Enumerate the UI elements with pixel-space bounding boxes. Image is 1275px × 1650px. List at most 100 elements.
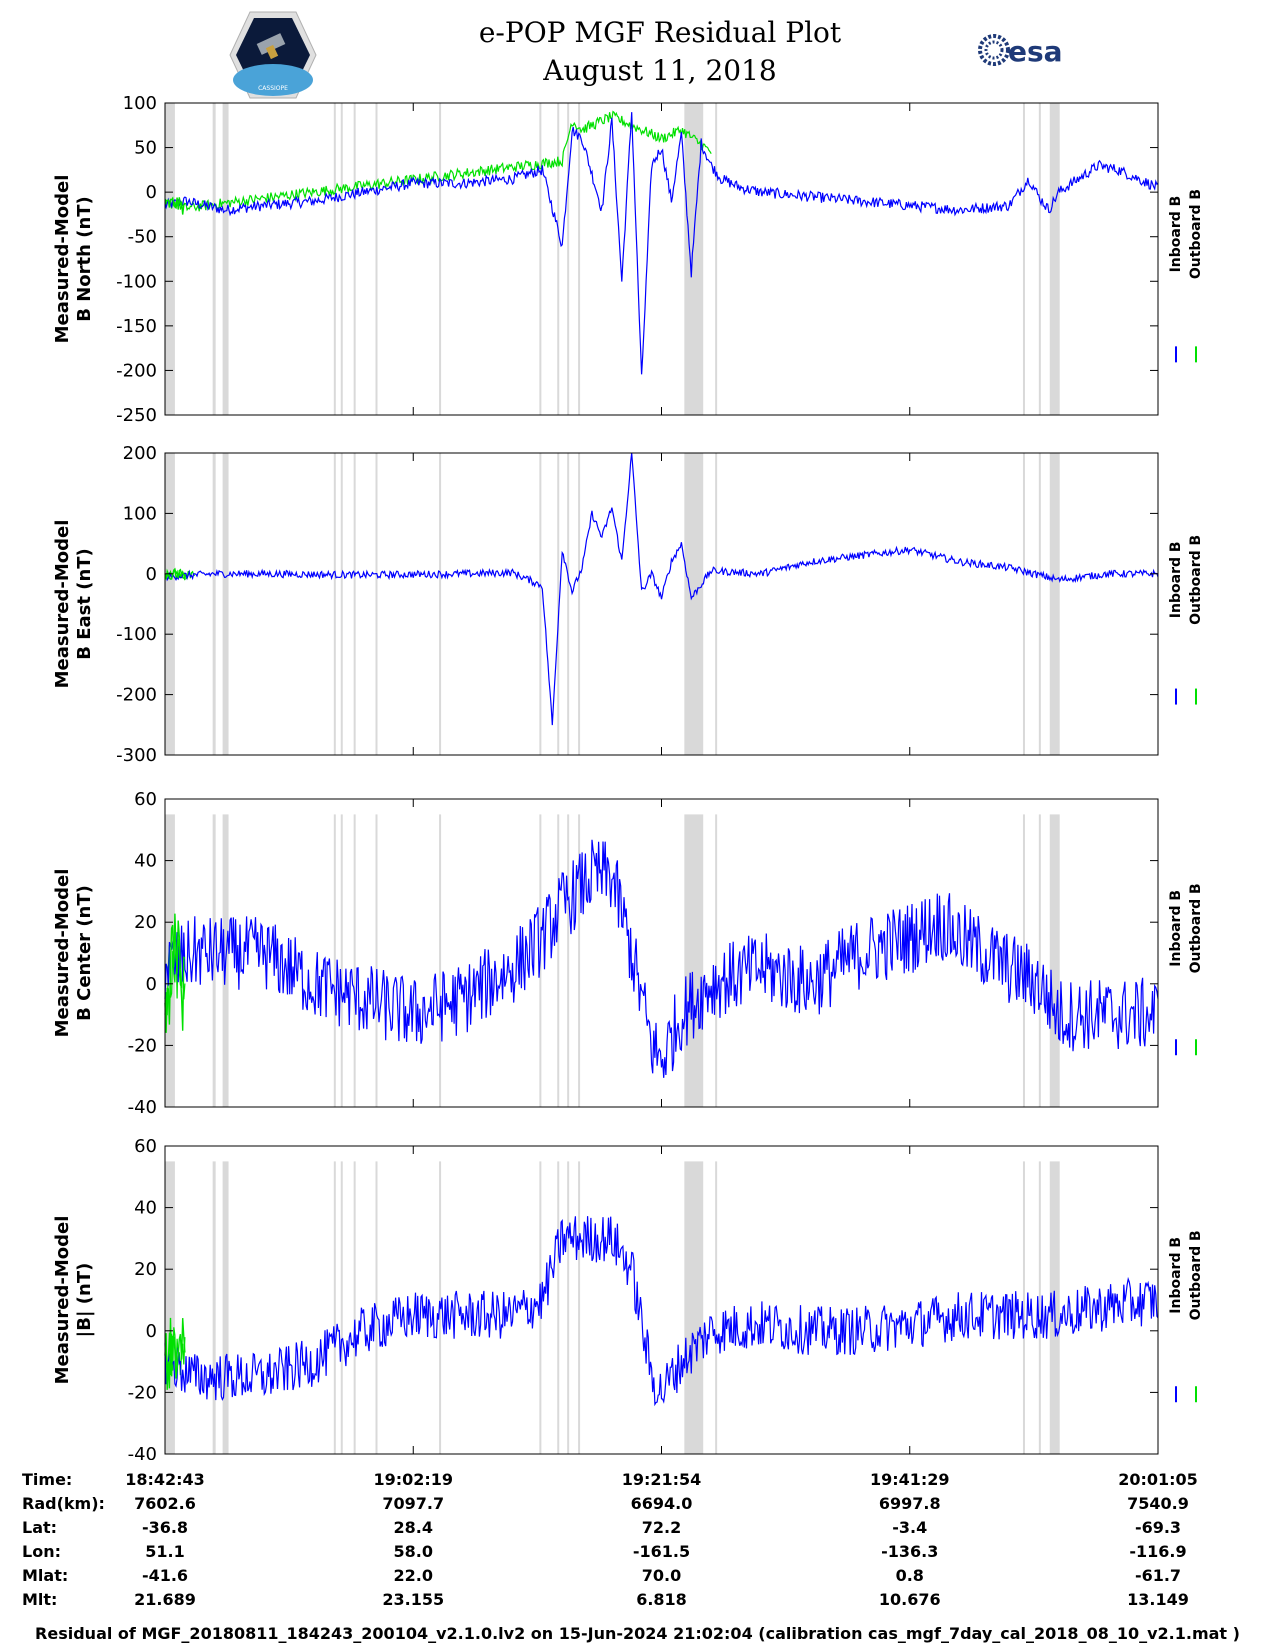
data-gap-band [1049,814,1060,1107]
table-row-label: Mlat: [22,1566,69,1585]
legend-outboard-label: Outboard B [1188,189,1204,279]
data-gap-band [715,453,718,755]
y-tick-label: -100 [116,271,157,292]
data-gap-band [567,453,570,755]
data-gap-band [165,103,175,415]
table-cell: 22.0 [393,1566,433,1585]
data-gap-band [333,453,336,755]
legend-inboard-label: Inboard B [1168,890,1184,967]
y-tick-label: -40 [128,1097,157,1118]
inboard-series-line [164,839,1159,1078]
legend-inboard-label: Inboard B [1168,196,1184,273]
table-cell: -3.4 [892,1518,928,1537]
outboard-series-start [164,913,186,1033]
y-tick-label: 40 [134,1198,157,1219]
y-axis-label: Measured-ModelB North (nT) [52,175,95,344]
data-gap-band [539,103,542,415]
y-tick-label: -40 [128,1444,157,1460]
y-axis-label-line-1: Measured-Model [52,175,73,344]
footer-caption: Residual of MGF_20180811_184243_200104_v… [35,1624,1240,1643]
table-cell: -116.9 [1129,1542,1187,1561]
data-gap-band [567,1161,570,1454]
outboard-series-start [164,196,186,215]
table-cell: 58.0 [393,1542,433,1561]
inboard-series-line [164,112,1159,375]
table-cell: 19:21:54 [621,1470,702,1489]
legend-outboard-label: Outboard B [1188,1230,1204,1320]
table-cell: -136.3 [881,1542,939,1561]
data-gap-band [375,103,378,415]
table-cell: 20:01:05 [1118,1470,1198,1489]
data-gap-band [684,1161,704,1454]
y-tick-label: -100 [116,624,157,645]
data-gap-band [684,453,704,755]
table-cell: 6.818 [636,1590,687,1609]
data-gap-band [1049,453,1060,755]
table-row-label: Mlt: [22,1590,58,1609]
table-cell: 13.149 [1127,1590,1189,1609]
table-cell: 21.689 [134,1590,196,1609]
data-gap-band [1022,453,1025,755]
data-gap-band [439,453,442,755]
data-gap-band [353,814,356,1107]
y-axis-label-line-1: Measured-Model [52,869,73,1038]
y-axis-label-line-1: Measured-Model [52,1216,73,1385]
table-row-label: Lat: [22,1518,58,1537]
panel-4: -40 -20 0 20 40 60 Measured-Model|B| (nT) Inboa… [52,1136,1204,1460]
y-tick-label: -150 [116,316,157,337]
table-row-label: Time: [22,1470,73,1489]
chart-title: e-POP MGF Residual Plot August 11, 2018 [380,14,940,90]
y-tick-label: -300 [116,745,157,766]
data-gap-band [212,814,216,1107]
table-cell: 70.0 [641,1566,682,1585]
y-tick-label: 60 [134,789,157,810]
data-gap-band [1022,1161,1025,1454]
data-gap-band [333,814,336,1107]
data-gap-band [375,814,378,1107]
data-gap-band [557,453,560,755]
table-cell: 28.4 [393,1518,433,1537]
data-gap-band [375,453,378,755]
y-tick-label: -50 [128,227,157,248]
table-row-label: Rad(km): [22,1494,105,1513]
axes-frame [164,452,1159,756]
table-cell: 6997.8 [878,1494,941,1513]
table-cell: 7097.7 [382,1494,445,1513]
plot-stage: -250-200-150-100-50050100Measured-ModelB… [52,93,1204,1460]
esa-logo-icon: esa [978,34,1063,68]
y-axis-label-line-2: B North (nT) [74,196,95,322]
svg-text:CASSIOPE: CASSIOPE [258,85,288,92]
cassiope-logo-icon: CASSIOPE [229,11,317,99]
data-gap-band [212,103,216,415]
table-cell: -61.7 [1134,1566,1182,1585]
inboard-series-line [164,452,1159,726]
y-axis-label: Measured-ModelB Center (nT) [52,869,95,1038]
y-axis-label-line-2: B Center (nT) [74,885,95,1021]
data-gap-band [1038,453,1041,755]
data-gap-band [222,453,229,755]
table-cell: 10.676 [878,1590,941,1609]
y-tick-label: 0 [146,182,157,203]
table-cell: -36.8 [141,1518,189,1537]
data-gap-band [439,103,442,415]
table-cell: 0.8 [895,1566,924,1585]
data-gap-band [340,103,343,415]
table-cell: 7540.9 [1127,1494,1189,1513]
data-gap-band [353,103,356,415]
data-gap-band [222,103,229,415]
y-tick-label: 40 [134,851,157,872]
panel-1: -250 -200 -150 -100 -50 0 50 100 Measured-ModelB… [52,93,1204,426]
table-cell: 72.2 [641,1518,682,1537]
data-gap-band [222,1161,229,1454]
data-gap-band [212,453,216,755]
data-gap-band [557,103,560,415]
y-tick-label: -20 [128,1382,157,1403]
data-gap-band [1038,103,1041,415]
inboard-series-line [164,1216,1159,1407]
ephemeris-table: Time: Rad(km): Lat: Lon: Mlat: Mlt: 18:42:43 76… [0,1464,1275,1624]
data-gap-band [557,1161,560,1454]
y-tick-label: 20 [134,912,157,933]
y-axis-label: Measured-Model|B| (nT) [52,1216,95,1385]
legend-outboard-label: Outboard B [1188,883,1204,973]
data-gap-band [715,103,718,415]
